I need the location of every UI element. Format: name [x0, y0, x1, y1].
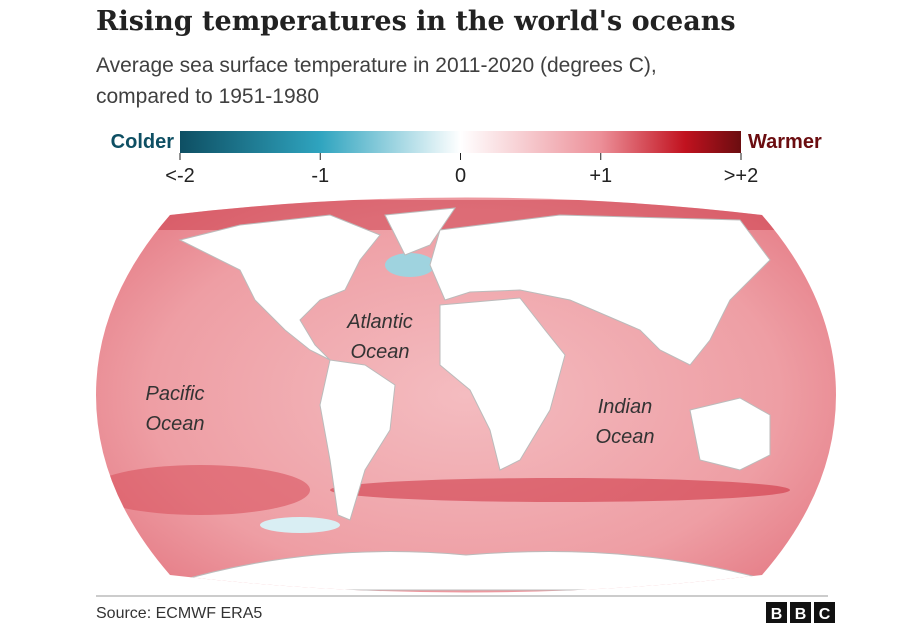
- tick-label: +1: [589, 165, 612, 187]
- source: Source: ECMWF ERA5: [96, 605, 262, 622]
- ocean-label: Pacific: [146, 383, 205, 405]
- logo-box: [766, 602, 787, 623]
- north-america: [178, 214, 381, 361]
- ocean-label: Ocean: [596, 426, 655, 448]
- logo-letter: C: [819, 606, 831, 623]
- logo-letter: B: [771, 606, 783, 623]
- ocean-label: Ocean: [351, 341, 410, 363]
- antarctica: [149, 551, 801, 591]
- eurasia: [429, 214, 771, 366]
- ocean-label: Ocean: [146, 413, 205, 435]
- south-america: [319, 359, 396, 521]
- tick-label: <-2: [165, 165, 194, 187]
- legend-low: Colder: [111, 131, 175, 153]
- ocean-label: Atlantic: [346, 311, 413, 333]
- legend-high: Warmer: [748, 131, 822, 153]
- logo-box: [814, 602, 835, 623]
- tick-label: >+2: [724, 165, 758, 187]
- africa: [439, 297, 566, 471]
- ocean-label: Indian: [598, 396, 653, 418]
- map: [96, 197, 836, 593]
- ocean-labels: Atlantic Ocean Pacific Ocean Indian Ocean: [146, 311, 655, 448]
- subtitle: Average sea surface temperature in 2011-…: [96, 54, 657, 77]
- logo-box: [790, 602, 811, 623]
- tick-label: 0: [455, 165, 466, 187]
- scale-ticks: <-2 -1 0 +1 >+2: [165, 153, 758, 187]
- title: Rising temperatures in the world's ocean…: [96, 6, 736, 37]
- tick-label: -1: [311, 165, 329, 187]
- color-scale: [180, 131, 741, 153]
- greenland: [384, 207, 457, 256]
- subtitle: compared to 1951-1980: [96, 85, 319, 108]
- logo-letter: B: [795, 606, 807, 623]
- australia: [689, 397, 771, 471]
